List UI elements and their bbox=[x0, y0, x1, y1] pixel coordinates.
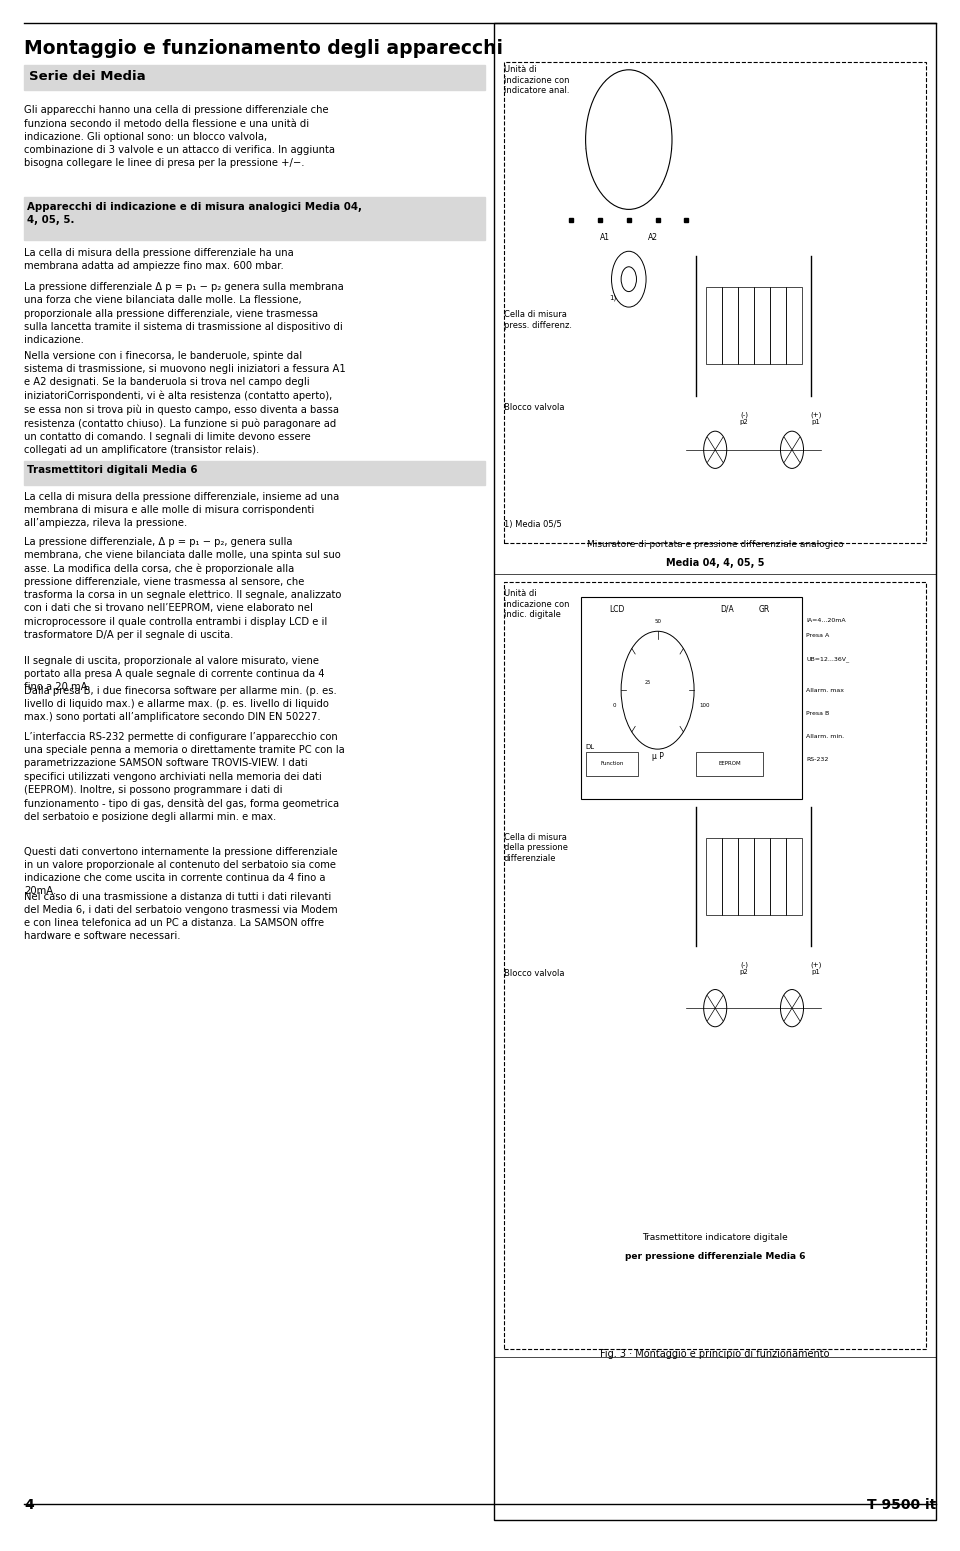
Bar bbox=[706, 287, 722, 364]
Text: Nel caso di una trasmissione a distanza di tutti i dati rilevanti
del Media 6, i: Nel caso di una trasmissione a distanza … bbox=[24, 892, 338, 941]
Text: 4: 4 bbox=[24, 1498, 34, 1512]
Text: Cella di misura
press. differenz.: Cella di misura press. differenz. bbox=[504, 310, 572, 330]
Text: µ P: µ P bbox=[652, 752, 663, 762]
Bar bbox=[754, 287, 770, 364]
Text: Montaggio e funzionamento degli apparecchi: Montaggio e funzionamento degli apparecc… bbox=[24, 39, 503, 57]
Text: Blocco valvola: Blocco valvola bbox=[504, 969, 564, 979]
Text: LCD: LCD bbox=[610, 605, 625, 614]
Text: Presa B: Presa B bbox=[806, 710, 829, 717]
Text: Allarm. max: Allarm. max bbox=[806, 687, 845, 693]
Bar bbox=[24, 65, 485, 90]
Text: La pressione differenziale Δ p = p₁ − p₂ genera sulla membrana
una forza che vie: La pressione differenziale Δ p = p₁ − p₂… bbox=[24, 282, 344, 344]
Text: IA=4...20mA: IA=4...20mA bbox=[806, 617, 846, 624]
Text: Serie dei Media: Serie dei Media bbox=[29, 70, 145, 82]
Bar bbox=[504, 582, 926, 1349]
Bar bbox=[722, 838, 737, 915]
Text: Nella versione con i finecorsa, le banderuole, spinte dal
sistema di trasmission: Nella versione con i finecorsa, le bande… bbox=[24, 351, 346, 454]
Text: A2: A2 bbox=[648, 233, 658, 242]
Text: (+)
p1: (+) p1 bbox=[810, 411, 822, 425]
Bar bbox=[737, 287, 754, 364]
Text: Blocco valvola: Blocco valvola bbox=[504, 403, 564, 413]
Text: (-)
p2: (-) p2 bbox=[739, 411, 749, 425]
Text: Allarm. min.: Allarm. min. bbox=[806, 734, 845, 740]
Bar bbox=[754, 838, 770, 915]
Circle shape bbox=[586, 70, 672, 209]
Text: GR: GR bbox=[758, 605, 770, 614]
Text: Unità di
indicazione con
indicatore anal.: Unità di indicazione con indicatore anal… bbox=[504, 65, 569, 95]
Text: Dalla presa B, i due finecorsa software per allarme min. (p. es.
livello di liqu: Dalla presa B, i due finecorsa software … bbox=[24, 686, 337, 721]
Bar bbox=[737, 838, 754, 915]
Text: Il segnale di uscita, proporzionale al valore misurato, viene
portato alla presa: Il segnale di uscita, proporzionale al v… bbox=[24, 656, 324, 692]
Bar bbox=[586, 752, 638, 776]
Text: 50: 50 bbox=[654, 619, 661, 624]
Bar bbox=[770, 838, 785, 915]
Text: DL: DL bbox=[586, 744, 595, 751]
Bar bbox=[24, 197, 485, 240]
Text: Cella di misura
della pressione
differenziale: Cella di misura della pressione differen… bbox=[504, 833, 568, 862]
Text: Unità di
indicazione con
indic. digitale: Unità di indicazione con indic. digitale bbox=[504, 589, 569, 619]
Bar bbox=[696, 752, 763, 776]
Text: RS-232: RS-232 bbox=[806, 757, 828, 763]
Bar bbox=[785, 838, 802, 915]
Text: Fig. 3 · Montaggio e principio di funzionamento: Fig. 3 · Montaggio e principio di funzio… bbox=[600, 1349, 830, 1359]
Bar bbox=[770, 287, 785, 364]
Text: La cella di misura della pressione differenziale, insieme ad una
membrana di mis: La cella di misura della pressione diffe… bbox=[24, 492, 339, 527]
Bar bbox=[785, 287, 802, 364]
Bar bbox=[706, 838, 722, 915]
Text: 0: 0 bbox=[612, 703, 616, 709]
Text: Media 04, 4, 05, 5: Media 04, 4, 05, 5 bbox=[666, 558, 764, 568]
Bar bbox=[581, 597, 802, 799]
Text: Function: Function bbox=[601, 760, 624, 766]
Text: EEPROM: EEPROM bbox=[718, 760, 741, 766]
Text: (+)
p1: (+) p1 bbox=[810, 962, 822, 976]
Text: La pressione differenziale, Δ p = p₁ − p₂, genera sulla
membrana, che viene bila: La pressione differenziale, Δ p = p₁ − p… bbox=[24, 537, 342, 639]
Text: D/A: D/A bbox=[720, 605, 733, 614]
Text: 25: 25 bbox=[645, 679, 651, 686]
Text: La cella di misura della pressione differenziale ha una
membrana adatta ad ampie: La cella di misura della pressione diffe… bbox=[24, 248, 294, 271]
Text: UB=12...36V_: UB=12...36V_ bbox=[806, 656, 850, 662]
Bar bbox=[722, 287, 737, 364]
Text: Presa A: Presa A bbox=[806, 633, 829, 639]
Text: A1: A1 bbox=[600, 233, 610, 242]
Text: Trasmettitori digitali Media 6: Trasmettitori digitali Media 6 bbox=[27, 465, 198, 475]
Text: 1) Media 05/5: 1) Media 05/5 bbox=[504, 520, 562, 529]
Bar bbox=[504, 62, 926, 543]
Text: (-)
p2: (-) p2 bbox=[739, 962, 749, 976]
Text: per pressione differenziale Media 6: per pressione differenziale Media 6 bbox=[625, 1252, 805, 1261]
Text: 100: 100 bbox=[699, 703, 709, 709]
Bar bbox=[24, 461, 485, 485]
Text: Apparecchi di indicazione e di misura analogici Media 04,
4, 05, 5.: Apparecchi di indicazione e di misura an… bbox=[27, 202, 362, 225]
Text: Questi dati convertono internamente la pressione differenziale
in un valore prop: Questi dati convertono internamente la p… bbox=[24, 847, 338, 896]
Bar bbox=[494, 23, 936, 1520]
Text: Misuratore di portata e pressione differenziale analogico: Misuratore di portata e pressione differ… bbox=[587, 540, 844, 549]
Text: Trasmettitore indicatore digitale: Trasmettitore indicatore digitale bbox=[642, 1233, 788, 1242]
Text: Gli apparecchi hanno una cella di pressione differenziale che
funziona secondo i: Gli apparecchi hanno una cella di pressi… bbox=[24, 105, 335, 168]
Text: 1): 1) bbox=[610, 295, 617, 301]
Text: T 9500 it: T 9500 it bbox=[867, 1498, 936, 1512]
Text: L’interfaccia RS-232 permette di configurare l’apparecchio con
una speciale penn: L’interfaccia RS-232 permette di configu… bbox=[24, 732, 345, 822]
